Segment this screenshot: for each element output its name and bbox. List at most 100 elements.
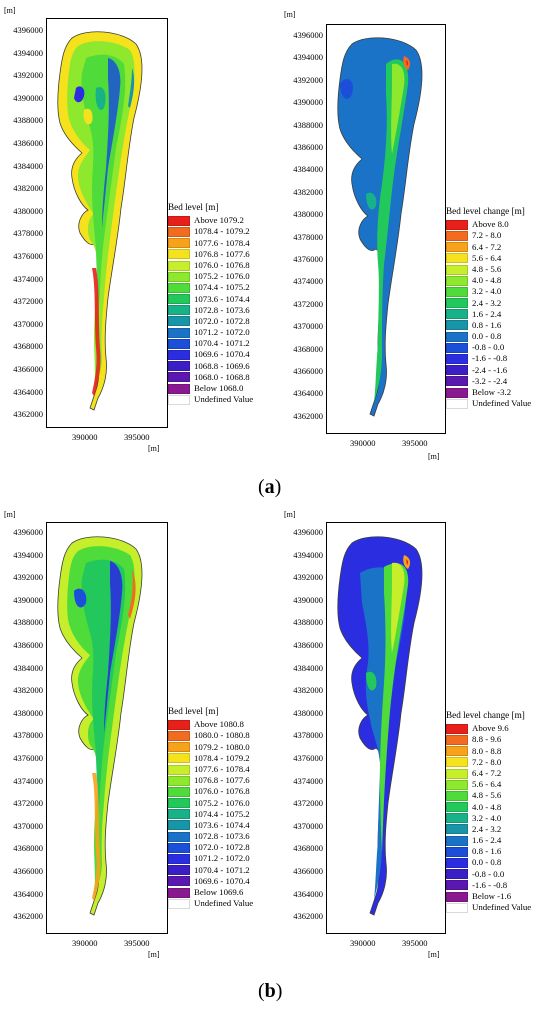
legend-swatch bbox=[446, 275, 468, 286]
legend-title: Bed level [m] bbox=[168, 202, 219, 212]
y-tick-label: 4362000 bbox=[293, 911, 323, 922]
bed-level-change-map bbox=[337, 37, 423, 417]
legend-item: 7.2 - 8.0 bbox=[446, 230, 531, 241]
legend-swatch bbox=[168, 238, 190, 249]
legend-swatch bbox=[446, 365, 468, 376]
legend-swatch bbox=[446, 723, 468, 734]
legend-swatch bbox=[168, 282, 190, 293]
x-tick-395000: 395000 bbox=[402, 438, 428, 448]
legend-swatch bbox=[168, 775, 190, 786]
legend-swatch bbox=[446, 902, 468, 913]
legend-swatch bbox=[446, 342, 468, 353]
y-unit-label: [m] bbox=[284, 510, 296, 519]
y-tick-label: 4394000 bbox=[293, 52, 323, 63]
y-tick-label: 4380000 bbox=[13, 707, 43, 718]
legend-label: 1076.8 - 1077.6 bbox=[194, 248, 250, 259]
legend-item: 1072.0 - 1072.8 bbox=[168, 842, 253, 853]
y-tick-label: 4378000 bbox=[13, 228, 43, 239]
bed-level-change-legend: Bed level change [m] Above 8.0 7.2 - 8.0 6… bbox=[446, 206, 531, 409]
y-tick-label: 4364000 bbox=[293, 888, 323, 899]
bed-level-map bbox=[57, 536, 143, 916]
legend-swatch bbox=[168, 887, 190, 898]
x-tick-390000: 390000 bbox=[72, 938, 98, 948]
y-tick-label: 4396000 bbox=[293, 30, 323, 40]
legend-label: 8.0 - 8.8 bbox=[472, 745, 502, 756]
legend-swatch bbox=[446, 286, 468, 297]
x-unit-label: [m] bbox=[428, 452, 440, 461]
x-unit-label: [m] bbox=[428, 950, 440, 959]
legend-swatch bbox=[446, 790, 468, 801]
legend-swatch bbox=[168, 260, 190, 271]
legend-label: -1.6 - -0.8 bbox=[472, 353, 508, 364]
legend-item: 1.6 - 2.4 bbox=[446, 835, 531, 846]
legend-label: 1079.2 - 1080.0 bbox=[194, 741, 250, 752]
legend-swatch bbox=[168, 327, 190, 338]
x-unit-label: [m] bbox=[148, 444, 160, 453]
legend-swatch bbox=[168, 305, 190, 316]
y-tick-label: 4384000 bbox=[293, 662, 323, 673]
legend-item: 8.8 - 9.6 bbox=[446, 734, 531, 745]
legend-label: 1075.2 - 1076.0 bbox=[194, 271, 250, 282]
y-tick-label: 4376000 bbox=[13, 251, 43, 261]
legend-item: 3.2 - 4.0 bbox=[446, 813, 531, 824]
legend-swatch bbox=[446, 253, 468, 264]
legend-label: -1.6 - -0.8 bbox=[472, 879, 508, 890]
legend-swatch bbox=[446, 219, 468, 230]
legend-label: 1076.8 - 1077.6 bbox=[194, 775, 250, 786]
legend-swatch bbox=[446, 802, 468, 813]
legend-item: Below -3.2 bbox=[446, 387, 531, 398]
y-tick-label: 4378000 bbox=[293, 231, 323, 242]
legend-label: 4.0 - 4.8 bbox=[472, 275, 502, 286]
bed-level-change-legend: Bed level change [m] Above 9.6 8.8 - 9.6 8… bbox=[446, 710, 531, 913]
legend-item: 2.4 - 3.2 bbox=[446, 824, 531, 835]
legend-swatch bbox=[446, 746, 468, 757]
y-tick-label: 4386000 bbox=[13, 640, 43, 650]
legend-swatch bbox=[446, 768, 468, 779]
legend-swatch bbox=[446, 846, 468, 857]
legend-swatch bbox=[446, 331, 468, 342]
legend-item: -2.4 - -1.6 bbox=[446, 365, 531, 376]
y-tick-label: 4364000 bbox=[13, 888, 43, 899]
y-tick-label: 4394000 bbox=[13, 47, 43, 58]
legend-item: 4.0 - 4.8 bbox=[446, 275, 531, 286]
legend-label: 8.8 - 9.6 bbox=[472, 734, 502, 745]
legend-item: 1080.0 - 1080.8 bbox=[168, 730, 253, 741]
legend-label: 1072.8 - 1073.6 bbox=[194, 304, 250, 315]
legend-item: 5.6 - 6.4 bbox=[446, 253, 531, 264]
legend-item: 8.0 - 8.8 bbox=[446, 746, 531, 757]
x-tick-395000: 395000 bbox=[402, 938, 428, 948]
legend-swatch bbox=[446, 779, 468, 790]
y-unit-label: [m] bbox=[4, 6, 16, 15]
y-tick-label: 4374000 bbox=[13, 273, 43, 284]
legend-item: Undefined Value bbox=[168, 394, 253, 405]
legend-item: 1077.6 - 1078.4 bbox=[168, 764, 253, 775]
legend-label: 4.8 - 5.6 bbox=[472, 263, 502, 274]
legend-item: 0.0 - 0.8 bbox=[446, 331, 531, 342]
y-tick-label: 4368000 bbox=[293, 343, 323, 354]
y-tick-label: 4384000 bbox=[13, 160, 43, 171]
legend-swatch bbox=[168, 383, 190, 394]
legend-label: 0.0 - 0.8 bbox=[472, 857, 502, 868]
y-tick-label: 4362000 bbox=[13, 911, 43, 922]
legend-item: 1070.4 - 1071.2 bbox=[168, 338, 253, 349]
y-tick-label: 4392000 bbox=[293, 572, 323, 583]
legend-swatch bbox=[446, 824, 468, 835]
y-tick-label: 4366000 bbox=[13, 866, 43, 876]
legend-item: 1076.0 - 1076.8 bbox=[168, 260, 253, 271]
legend-swatch bbox=[168, 764, 190, 775]
legend-item: 1078.4 - 1079.2 bbox=[168, 226, 253, 237]
legend-swatch bbox=[168, 372, 190, 383]
legend-swatch bbox=[446, 376, 468, 387]
legend-label: 7.2 - 8.0 bbox=[472, 756, 502, 767]
legend-label: 6.4 - 7.2 bbox=[472, 767, 502, 778]
y-tick-label: 4396000 bbox=[13, 527, 43, 537]
legend-label: 1068.8 - 1069.6 bbox=[194, 360, 250, 371]
legend-item: -0.8 - 0.0 bbox=[446, 869, 531, 880]
legend-label: 6.4 - 7.2 bbox=[472, 241, 502, 252]
y-tick-label: 4386000 bbox=[13, 138, 43, 148]
y-tick-label: 4370000 bbox=[13, 318, 43, 329]
y-tick-label: 4396000 bbox=[293, 527, 323, 537]
legend-swatch bbox=[446, 813, 468, 824]
legend-item: Above 1079.2 bbox=[168, 215, 253, 226]
y-tick-label: 4388000 bbox=[293, 119, 323, 130]
